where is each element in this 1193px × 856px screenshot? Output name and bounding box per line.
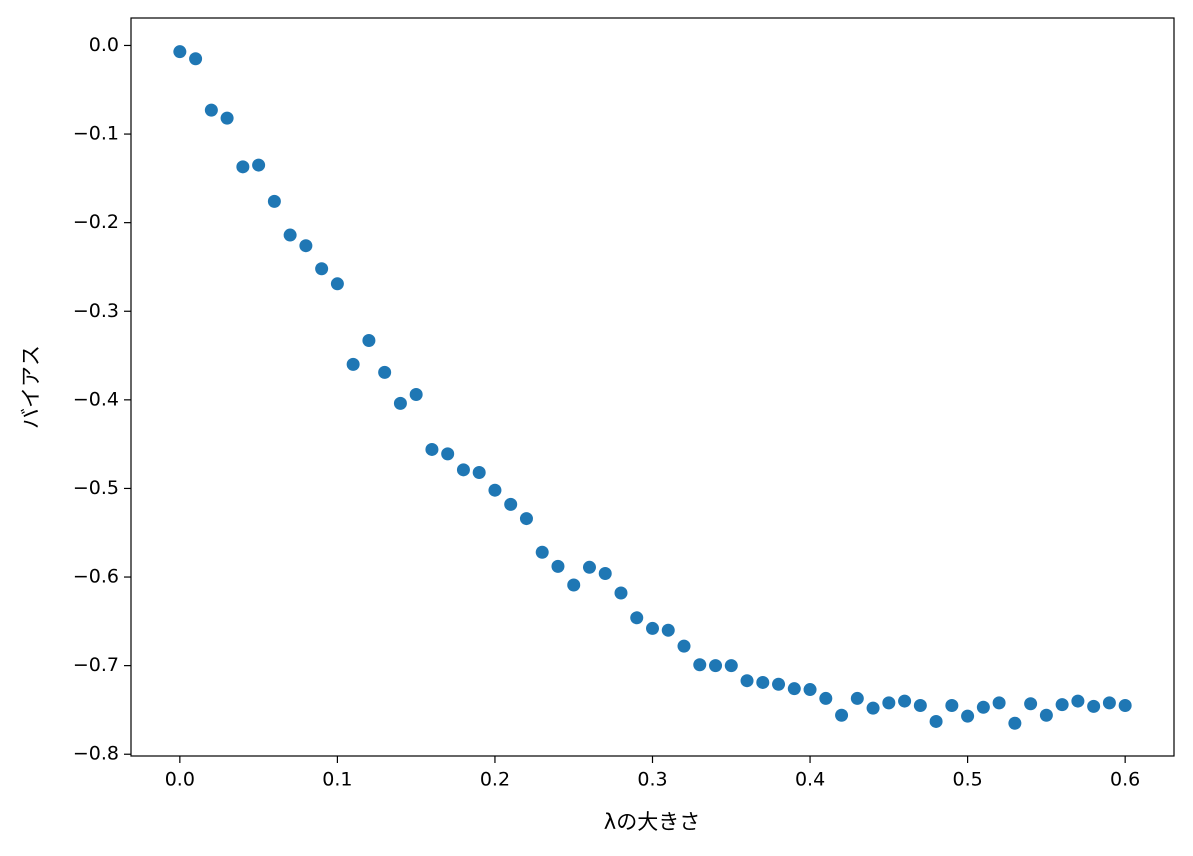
point	[913, 699, 927, 713]
point	[866, 701, 880, 715]
point	[787, 682, 801, 696]
point	[315, 262, 329, 276]
y-axis-label: バイアス	[19, 345, 43, 429]
plot-frame	[130, 17, 1175, 757]
point	[740, 674, 754, 688]
y-tick-label: 0.0	[89, 34, 119, 56]
point	[646, 621, 659, 635]
y-tick-label: −0.4	[73, 388, 119, 410]
point	[267, 194, 281, 208]
point	[709, 659, 723, 673]
point	[488, 483, 502, 497]
point	[693, 658, 707, 672]
point	[882, 696, 896, 710]
point	[504, 497, 518, 511]
point	[677, 639, 691, 653]
point	[236, 160, 250, 174]
point	[252, 158, 266, 172]
point	[976, 700, 990, 714]
point	[1118, 699, 1132, 713]
point	[614, 586, 628, 600]
point	[898, 694, 912, 708]
point	[772, 677, 786, 691]
point	[992, 696, 1006, 710]
point	[204, 103, 218, 117]
point	[582, 560, 596, 574]
point	[724, 659, 738, 673]
y-tick-label: −0.7	[73, 654, 119, 676]
point	[472, 465, 486, 479]
point	[1039, 708, 1053, 722]
x-axis-label: λの大きさ	[604, 810, 700, 834]
x-tick-label: 0.4	[795, 769, 825, 791]
point	[850, 691, 864, 705]
x-tick-label: 0.5	[952, 769, 982, 791]
point	[551, 559, 565, 573]
point	[929, 714, 943, 728]
x-tick-label: 0.3	[637, 769, 667, 791]
point	[803, 683, 817, 697]
point	[362, 333, 376, 347]
point	[1102, 696, 1116, 710]
point	[630, 611, 644, 625]
point	[283, 228, 297, 242]
point	[535, 545, 549, 559]
y-tick-label: −0.6	[73, 566, 119, 588]
point	[1071, 694, 1085, 708]
point	[1008, 716, 1022, 730]
x-tick-label: 0.0	[165, 769, 195, 791]
point	[456, 463, 470, 477]
point	[409, 388, 423, 402]
point	[1087, 699, 1101, 713]
point	[346, 357, 360, 371]
x-tick-label: 0.1	[322, 769, 352, 791]
point	[1024, 697, 1038, 711]
point	[441, 447, 455, 461]
y-tick-label: −0.5	[73, 477, 119, 499]
point	[378, 365, 392, 379]
point	[661, 623, 675, 637]
point	[173, 45, 187, 59]
point	[835, 708, 849, 722]
y-tick-label: −0.3	[73, 300, 119, 322]
point	[598, 566, 612, 580]
point	[819, 691, 833, 705]
point	[393, 396, 407, 410]
point	[189, 52, 203, 66]
point	[756, 675, 770, 689]
point	[1055, 698, 1069, 712]
y-tick-label: −0.1	[73, 123, 119, 145]
x-tick-label: 0.2	[480, 769, 510, 791]
point	[961, 709, 975, 723]
point	[519, 512, 533, 526]
point	[330, 277, 344, 291]
y-tick-label: −0.8	[73, 743, 119, 765]
point	[945, 699, 959, 713]
point	[220, 111, 234, 125]
point	[425, 442, 439, 456]
x-tick-label: 0.6	[1110, 769, 1140, 791]
y-tick-label: −0.2	[73, 211, 119, 233]
point	[567, 578, 581, 592]
point	[299, 239, 313, 253]
